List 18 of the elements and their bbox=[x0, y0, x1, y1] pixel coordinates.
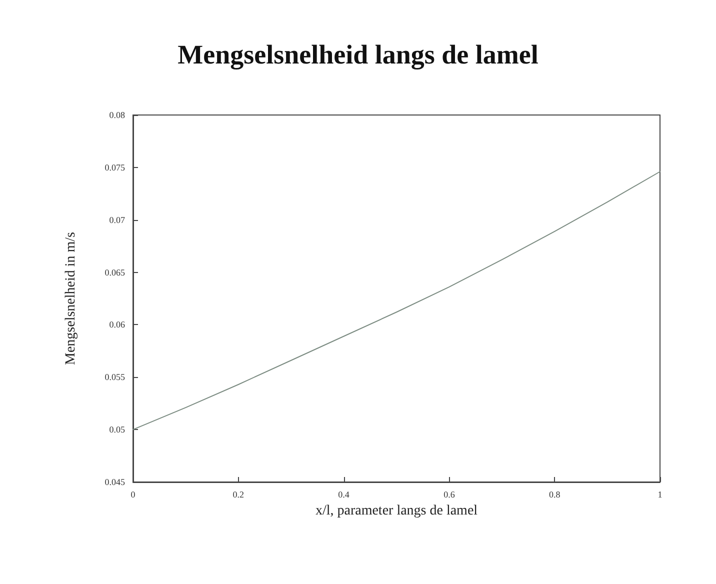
x-tick-label: 0.8 bbox=[548, 490, 561, 500]
y-tick-label: 0.045 bbox=[104, 477, 126, 487]
chart-title: Mengselsnelheid langs de lamel bbox=[178, 40, 539, 70]
y-axis-title: Mengselsnelheid in m/s bbox=[64, 232, 78, 365]
y-tick-label: 0.07 bbox=[109, 214, 126, 225]
x-tick-label: 1 bbox=[658, 490, 662, 500]
x-tick-label: 0.2 bbox=[232, 490, 244, 500]
y-tick-label: 0.075 bbox=[104, 162, 126, 172]
x-tick-label: 0.4 bbox=[338, 490, 350, 500]
y-tick-label: 0.06 bbox=[109, 320, 126, 330]
x-tick-label: 0 bbox=[130, 490, 136, 500]
y-tick-label: 0.05 bbox=[109, 424, 126, 435]
x-tick-label: 0.6 bbox=[444, 490, 456, 500]
line-series bbox=[132, 171, 660, 430]
y-tick-label: 0.08 bbox=[109, 110, 126, 120]
x-axis-title: x/l, parameter langs de lamel bbox=[315, 504, 478, 518]
y-tick-label: 0.065 bbox=[104, 267, 126, 278]
y-tick-label: 0.055 bbox=[104, 372, 126, 382]
